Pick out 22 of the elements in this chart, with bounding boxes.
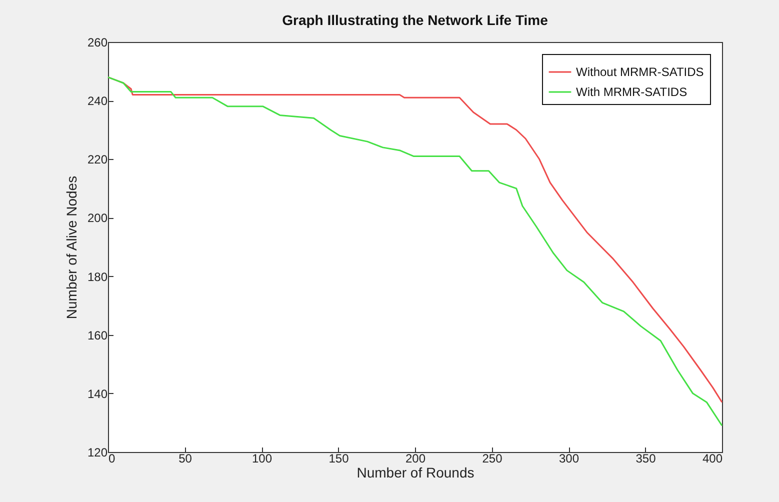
legend-label: Without MRMR-SATIDS (576, 65, 704, 79)
y-tick-label: 260 (87, 36, 108, 50)
x-tick-label: 250 (482, 452, 503, 466)
y-tick-label: 240 (87, 94, 108, 108)
chart-title: Graph Illustrating the Network Life Time (282, 12, 548, 28)
x-tick-label: 0 (108, 452, 116, 466)
x-tick-label: 100 (252, 452, 272, 466)
x-tick-label: 50 (178, 452, 192, 466)
x-tick-label: 400 (702, 452, 723, 466)
x-axis-title: Number of Rounds (356, 464, 474, 480)
x-tick-label: 300 (558, 452, 580, 466)
y-axis-title: Number of Alive Nodes (63, 176, 80, 320)
x-tick-label: 350 (636, 452, 656, 466)
y-tick-label: 140 (87, 386, 108, 401)
y-tick-label: 120 (87, 446, 108, 460)
y-tick-label: 160 (87, 328, 108, 342)
y-tick-label: 180 (87, 270, 108, 284)
y-tick-label: 200 (87, 211, 108, 226)
y-tick-label: 220 (87, 152, 108, 167)
x-tick-label: 200 (405, 452, 426, 466)
legend-label: With MRMR-SATIDS (576, 85, 688, 99)
x-tick-label: 150 (328, 452, 350, 466)
